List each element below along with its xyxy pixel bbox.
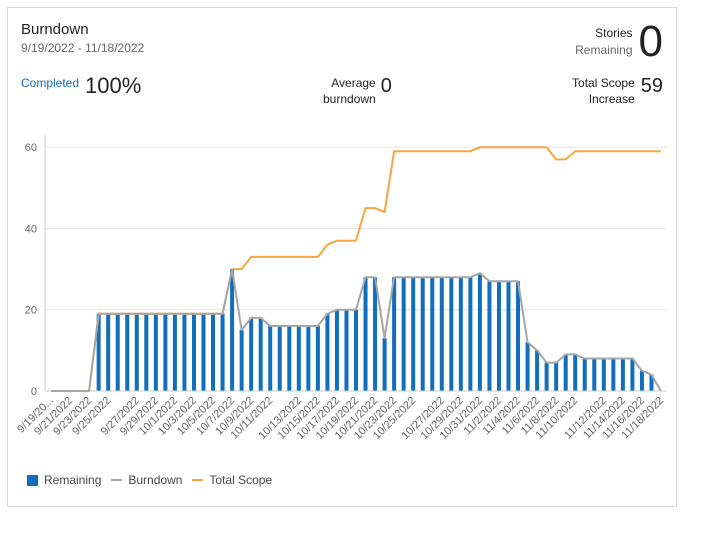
remaining-bar xyxy=(239,330,244,391)
average-label: Average xyxy=(331,76,376,90)
remaining-bar xyxy=(125,313,130,391)
remaining-bar xyxy=(144,313,149,391)
remaining-bar xyxy=(611,358,616,391)
completed-label[interactable]: Completed xyxy=(21,76,80,90)
remaining-bar xyxy=(449,277,454,391)
burndown-swatch xyxy=(111,479,123,481)
remaining-bar xyxy=(411,277,416,391)
remaining-bar xyxy=(439,277,444,391)
legend-total-scope-label: Total Scope xyxy=(209,473,273,487)
remaining-bar xyxy=(191,313,196,391)
remaining-bar xyxy=(153,313,158,391)
remaining-bar xyxy=(325,313,330,391)
y-tick-label: 20 xyxy=(25,305,37,317)
y-tick-label: 0 xyxy=(31,386,37,398)
legend-remaining-label: Remaining xyxy=(44,473,102,487)
stories-remaining-value: 0 xyxy=(638,17,663,66)
stories-remaining-metric: Stories Remaining 0 xyxy=(575,20,663,64)
remaining-bar xyxy=(544,362,549,391)
remaining-bar xyxy=(344,309,349,391)
remaining-bar xyxy=(592,358,597,391)
remaining-bar xyxy=(373,277,378,391)
remaining-bar xyxy=(430,277,435,391)
average-burndown-metric: Average burndown 0 xyxy=(323,75,392,107)
remaining-bar xyxy=(201,313,206,391)
remaining-swatch xyxy=(27,474,38,486)
remaining-bar xyxy=(468,277,473,391)
burndown-card: Burndown 9/19/2022 - 11/18/2022 Stories … xyxy=(7,7,677,507)
remaining-bar xyxy=(220,313,225,391)
remaining-bar xyxy=(315,325,320,391)
total-scope-swatch xyxy=(192,479,204,481)
remaining-bar xyxy=(506,281,511,391)
remaining-bar xyxy=(363,277,368,391)
remaining-bar xyxy=(230,269,235,391)
completed-metric: Completed 100% xyxy=(21,73,141,99)
remaining-bar xyxy=(211,313,216,391)
remaining-bar xyxy=(630,358,635,391)
total-scope-increase-metric: Total Scope Increase 59 xyxy=(572,75,663,107)
stories-label: Stories xyxy=(595,26,633,40)
y-tick-label: 60 xyxy=(25,142,37,154)
stories-remaining-label: Stories Remaining xyxy=(575,25,632,59)
y-tick-label: 40 xyxy=(25,223,37,235)
remaining-bar xyxy=(392,277,397,391)
remaining-bar xyxy=(573,354,578,391)
remaining-bar xyxy=(182,313,187,391)
remaining-bar xyxy=(115,313,120,391)
legend-burndown-label: Burndown xyxy=(128,473,183,487)
legend-item-burndown[interactable]: Burndown xyxy=(111,473,182,487)
remaining-bar xyxy=(277,325,282,391)
remaining-label: Remaining xyxy=(575,43,633,57)
completed-value: 100% xyxy=(85,73,142,98)
total-scope-increase-value: 59 xyxy=(640,75,663,97)
remaining-bar xyxy=(258,317,263,391)
increase-label: Increase xyxy=(588,92,635,106)
remaining-bar xyxy=(163,313,168,391)
remaining-bar xyxy=(96,313,101,391)
remaining-bar xyxy=(268,325,273,391)
remaining-bar xyxy=(249,317,254,391)
widget-title: Burndown xyxy=(21,21,89,38)
remaining-bar xyxy=(554,362,559,391)
remaining-bar xyxy=(106,313,111,391)
remaining-bar xyxy=(134,313,139,391)
remaining-bar xyxy=(382,338,387,391)
remaining-bar xyxy=(354,309,358,391)
remaining-bar xyxy=(563,354,568,391)
burndown-chart: 02040609/19/20...9/21/20229/23/20229/25/… xyxy=(15,135,667,442)
remaining-bar xyxy=(287,325,292,391)
average-burndown-value: 0 xyxy=(380,75,392,97)
remaining-bar xyxy=(296,325,301,391)
legend-item-total-scope[interactable]: Total Scope xyxy=(192,473,272,487)
chart-legend: Remaining Burndown Total Scope xyxy=(27,473,282,487)
average-burndown-label: Average burndown xyxy=(323,75,376,107)
burndown-line xyxy=(51,268,662,392)
remaining-bar xyxy=(458,277,463,391)
remaining-bar xyxy=(601,358,606,391)
remaining-bar xyxy=(420,277,425,391)
total-scope-increase-label: Total Scope Increase xyxy=(572,75,635,107)
remaining-bar xyxy=(496,281,501,391)
remaining-bar xyxy=(525,342,530,391)
burndown-label: burndown xyxy=(323,92,376,106)
total-scope-label: Total Scope xyxy=(572,76,635,90)
remaining-bar xyxy=(620,358,625,391)
remaining-bar xyxy=(334,309,339,391)
legend-item-remaining[interactable]: Remaining xyxy=(27,473,101,487)
remaining-bar xyxy=(535,350,540,391)
remaining-bar xyxy=(172,313,177,391)
remaining-bar xyxy=(306,325,311,391)
remaining-bar xyxy=(582,358,587,391)
remaining-bar xyxy=(639,370,644,391)
remaining-bar xyxy=(487,281,492,391)
remaining-bar xyxy=(649,374,654,391)
remaining-bar xyxy=(477,273,482,391)
remaining-bar xyxy=(401,277,406,391)
date-range: 9/19/2022 - 11/18/2022 xyxy=(21,41,145,55)
remaining-bar xyxy=(516,281,521,391)
